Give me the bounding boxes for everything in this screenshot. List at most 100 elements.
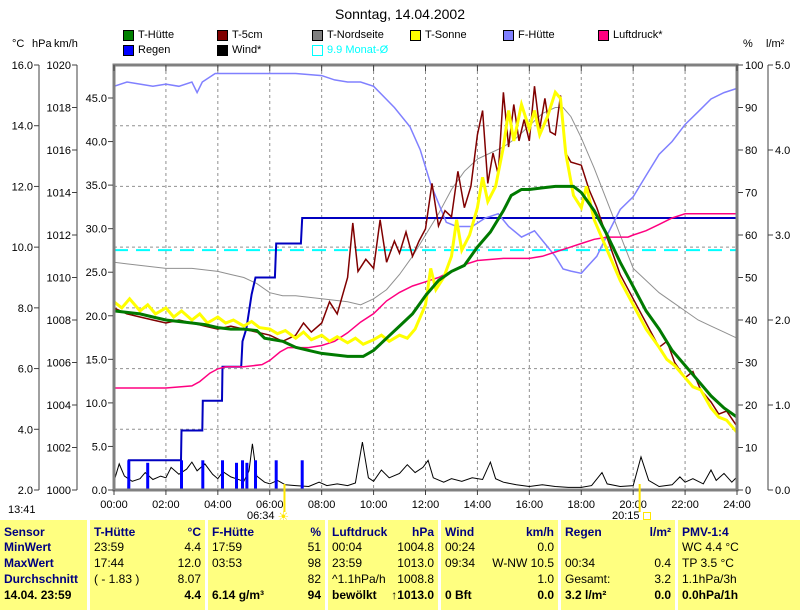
table-cell: 1013.0 (397, 556, 434, 570)
table-cell: 98 (307, 556, 321, 570)
axis-label-kmh: km/h (54, 38, 78, 50)
svg-text:10.0: 10.0 (86, 398, 107, 410)
lm2-axis: 5.0 4.0 3.0 2.0 1.0 0.0 (767, 60, 790, 497)
chart-legend: T-Hütte T-5cm T-Nordseite T-Sonne F-Hütte Luf… (0, 28, 800, 60)
svg-text:30: 30 (745, 358, 757, 370)
svg-text:1008: 1008 (47, 315, 71, 327)
svg-text:1012: 1012 (47, 230, 71, 242)
table-cell: ( - 1.83 ) (94, 572, 140, 586)
table-row: 03:53 98 (208, 556, 325, 572)
table-cell: 1.0 (537, 572, 554, 586)
kmh-axis: 45.0 40.0 35.0 30.0 25.0 20.0 15.0 10.0 5.0 0.0 (86, 93, 113, 497)
table-row: 00:34 0.4 (561, 556, 675, 572)
legend-swatch-9-9-monat (312, 44, 323, 56)
table-cell: Regen (565, 525, 602, 539)
legend-item-t-h-tte: T-Hütte (123, 28, 174, 42)
series-f-h-tte (113, 72, 738, 275)
legend-swatch-wind (217, 44, 228, 56)
weather-chart: 00:00 02:00 04:00 06:00 08:00 10:00 12:00 14:00… (12, 60, 790, 512)
time-tick-label: 18:00 (567, 499, 595, 511)
table-row: Durchschnitt (0, 572, 87, 588)
table-cell: W-NW 10.5 (492, 556, 554, 570)
table-row: Sensor (0, 525, 87, 540)
axis-label-lm2: l/m² (766, 38, 785, 50)
table-cell: Sensor (4, 525, 45, 539)
table-row: Regen l/m² (561, 525, 675, 540)
table-cell: Gesamt: (565, 572, 611, 586)
table-cell: 23:59 (94, 540, 125, 554)
time-tick-label: 08:00 (308, 499, 336, 511)
sunset-square-icon (642, 512, 651, 520)
svg-text:1004: 1004 (47, 400, 71, 412)
legend-label: T-Nordseite (327, 29, 384, 41)
svg-text:1.0: 1.0 (775, 400, 790, 412)
time-tick-label: 04:00 (204, 499, 232, 511)
rain-bars (127, 460, 304, 490)
svg-text:0.0: 0.0 (775, 485, 790, 497)
svg-text:1002: 1002 (47, 443, 71, 455)
table-cell: °C (187, 525, 201, 539)
svg-text:40: 40 (745, 315, 757, 327)
table-column-luftdruck: Luftdruck hPa 00:04 1004.8 23:59 1013.0 ^1.1hP… (328, 520, 438, 610)
legend-swatch-f-h-tte (503, 29, 514, 41)
table-row: 3.2 l/m² 0.0 (561, 588, 675, 604)
svg-text:1014: 1014 (47, 188, 71, 200)
table-row: 4.4 (90, 588, 205, 604)
svg-text:2.0: 2.0 (18, 485, 33, 497)
legend-item-f-h-tte: F-Hütte (503, 28, 555, 42)
table-row: 23:59 4.4 (90, 540, 205, 556)
legend-item-t-sonne: T-Sonne (410, 28, 467, 42)
legend-label: T-Hütte (138, 29, 175, 41)
table-cell: F-Hütte (212, 525, 254, 539)
table-cell: MinWert (4, 540, 52, 554)
legend-label: F-Hütte (518, 29, 555, 41)
table-cell: T-Hütte (94, 525, 136, 539)
table-cell: 0.0 (654, 588, 671, 602)
table-row: 1.0 (441, 572, 558, 588)
table-row (561, 540, 675, 556)
table-column-sensor: Sensor MinWert MaxWert Durchschnitt 14.04. 2… (0, 520, 87, 610)
series-t-sonne (113, 89, 739, 434)
clock-label: 13:41 (8, 504, 36, 516)
svg-text:16.0: 16.0 (12, 60, 33, 72)
table-row: bewölkt ↑1013.0 (328, 588, 438, 604)
svg-text:20.0: 20.0 (86, 311, 107, 323)
table-column-regen: Regen l/m² 00:34 0.4 Gesamt: 3.2 3.2 l/m² 0.0 (561, 520, 675, 610)
svg-text:40.0: 40.0 (86, 137, 107, 149)
table-row: 6.14 g/m³ 94 (208, 588, 325, 604)
svg-text:90: 90 (745, 103, 757, 115)
summary-table: Sensor MinWert MaxWert Durchschnitt 14.04. 2… (0, 520, 800, 610)
legend-swatch-t-nordseite (312, 29, 323, 41)
sunrise-time: 06:34 (247, 510, 275, 522)
table-cell: 23:59 (332, 556, 363, 570)
series-regen-summe (114, 217, 737, 491)
table-row: WC 4.4 °C (678, 540, 800, 556)
table-cell: Durchschnitt (4, 572, 79, 586)
svg-text:70: 70 (745, 188, 757, 200)
svg-text:10.0: 10.0 (12, 242, 33, 254)
table-cell: % (310, 525, 321, 539)
table-row: 00:04 1004.8 (328, 540, 438, 556)
table-cell: 4.4 (184, 588, 201, 602)
time-tick-label: 16:00 (516, 499, 544, 511)
legend-item-wind: Wind* (217, 43, 261, 57)
svg-text:50: 50 (745, 273, 757, 285)
legend-item-regen: Regen (123, 43, 170, 57)
table-cell: 00:34 (565, 556, 596, 570)
time-tick-label: 06:00 (256, 499, 284, 511)
table-cell: ↑1013.0 (391, 588, 434, 602)
table-row: 17:59 51 (208, 540, 325, 556)
table-cell: l/m² (649, 525, 671, 539)
table-row: PMV-1:4 (678, 525, 800, 540)
celsius-axis: 16.0 14.0 12.0 10.0 8.0 6.0 4.0 2.0 (12, 60, 40, 497)
table-row: 1.1hPa/3h (678, 572, 800, 588)
table-column-pmv-1-4: PMV-1:4 WC 4.4 °C TP 3.5 °C 1.1hPa/3h 0.0hPa… (678, 520, 800, 610)
axis-label-percent: % (743, 38, 753, 50)
page-title: Sonntag, 14.04.2002 (334, 6, 465, 22)
table-cell: 09:34 (445, 556, 476, 570)
svg-text:1020: 1020 (47, 60, 71, 72)
time-tick-label: 10:00 (360, 499, 388, 511)
table-cell: WC 4.4 °C (682, 540, 739, 554)
table-row: 23:59 1013.0 (328, 556, 438, 572)
